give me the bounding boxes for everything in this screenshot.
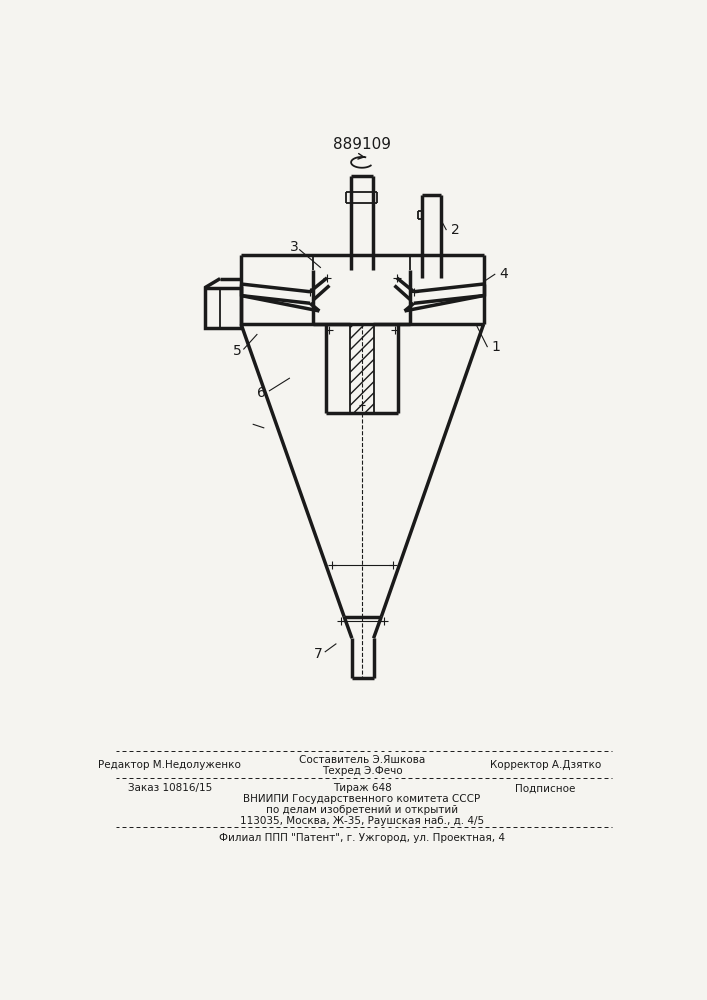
- Text: Подписное: Подписное: [515, 783, 575, 793]
- Text: Тираж 648: Тираж 648: [332, 783, 392, 793]
- Text: ВНИИПИ Государственного комитета СССР: ВНИИПИ Государственного комитета СССР: [243, 794, 481, 804]
- Text: Заказ 10816/15: Заказ 10816/15: [128, 783, 212, 793]
- Text: 3: 3: [290, 240, 299, 254]
- Text: Филиал ППП "Патент", г. Ужгород, ул. Проектная, 4: Филиал ППП "Патент", г. Ужгород, ул. Про…: [219, 833, 505, 843]
- Text: 5: 5: [233, 344, 242, 358]
- Bar: [349, 324, 374, 413]
- Text: Редактор М.Недолуженко: Редактор М.Недолуженко: [98, 760, 241, 770]
- Text: Составитель Э.Яшкова: Составитель Э.Яшкова: [299, 755, 425, 765]
- Text: 6: 6: [257, 386, 266, 400]
- Text: 7: 7: [313, 647, 322, 661]
- Text: по делам изобретений и открытий: по делам изобретений и открытий: [266, 805, 458, 815]
- Text: 1: 1: [491, 340, 501, 354]
- Text: 2: 2: [451, 223, 460, 237]
- Text: 4: 4: [499, 267, 508, 281]
- Text: 113035, Москва, Ж-35, Раушская наб., д. 4/5: 113035, Москва, Ж-35, Раушская наб., д. …: [240, 816, 484, 826]
- Text: Техред Э.Фечо: Техред Э.Фечо: [322, 766, 402, 776]
- Bar: [204, 288, 241, 328]
- Text: Корректор А.Дзятко: Корректор А.Дзятко: [490, 760, 601, 770]
- Text: 889109: 889109: [333, 137, 391, 152]
